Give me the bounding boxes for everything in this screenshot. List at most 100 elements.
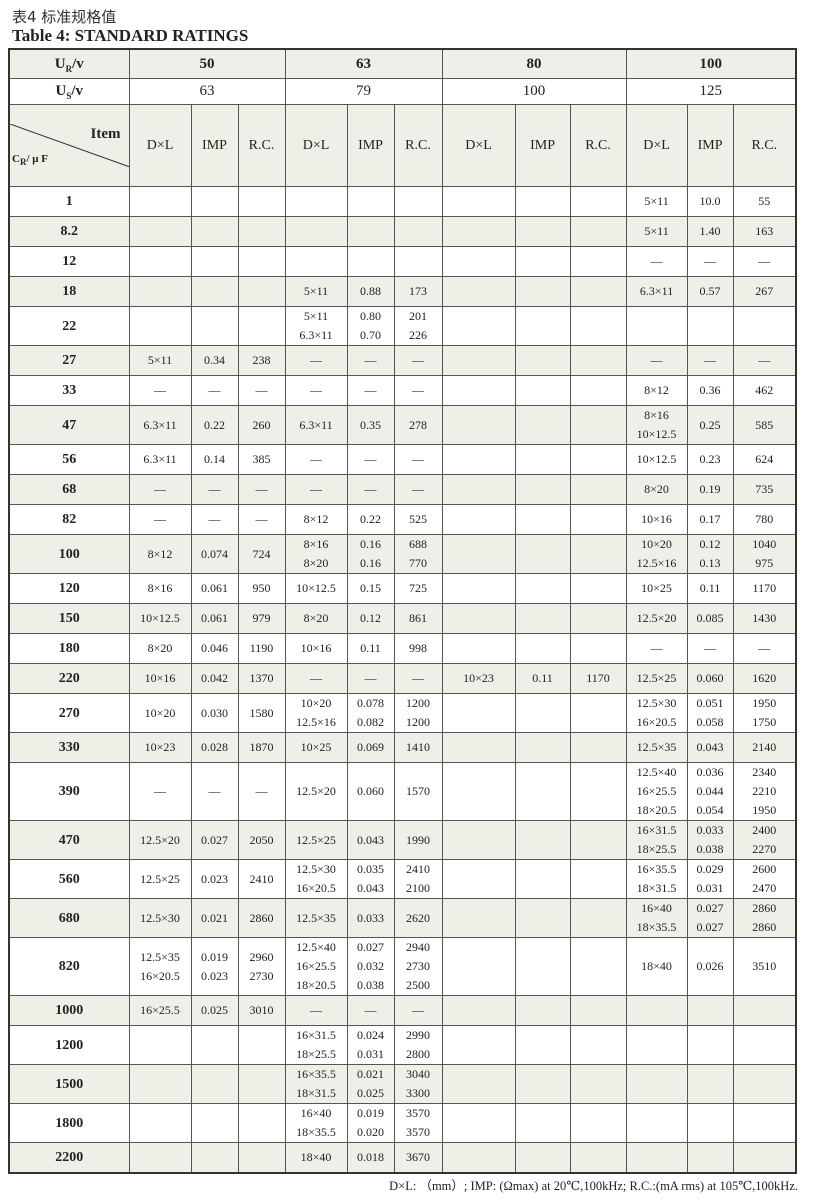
rc-cell: — xyxy=(237,762,286,821)
table-row: 27 5×11 0.34 238— — — — — — xyxy=(8,345,797,376)
rc-cell xyxy=(569,276,627,307)
dl-cell: 6.3×11 xyxy=(284,405,348,445)
imp-cell xyxy=(514,246,571,277)
rc-cell xyxy=(569,1064,627,1104)
dl-cell: 18×40 xyxy=(284,1142,348,1174)
rc-cell xyxy=(237,246,286,277)
dl-cell: 16×40 18×35.5 xyxy=(625,898,688,938)
rc-cell xyxy=(569,186,627,217)
col-header-rc: R.C. xyxy=(237,104,286,187)
imp-cell: 0.046 xyxy=(190,633,239,664)
imp-cell xyxy=(514,534,571,574)
rc-cell xyxy=(237,216,286,247)
dl-cell: 8×16 8×20 xyxy=(284,534,348,574)
rc-cell: 585 xyxy=(732,405,797,445)
imp-cell: — xyxy=(346,345,395,376)
capacitance-cell: 1200 xyxy=(8,1025,130,1065)
dl-cell: 10×12.5 xyxy=(284,573,348,604)
rc-cell: 278 xyxy=(393,405,443,445)
rc-cell xyxy=(569,534,627,574)
dl-cell: 10×16 xyxy=(284,633,348,664)
rc-cell xyxy=(569,603,627,634)
imp-cell xyxy=(190,1103,239,1143)
table-row: 330 10×23 0.028 1870 10×25 0.069 1410 12.5×35 0.… xyxy=(8,732,797,763)
rc-cell: 624 xyxy=(732,444,797,475)
dl-cell: 10×25 xyxy=(284,732,348,763)
ur-100: 100 xyxy=(625,48,797,79)
rc-cell xyxy=(237,306,286,346)
imp-cell: 0.57 xyxy=(686,276,734,307)
imp-cell xyxy=(514,504,571,535)
dl-cell: 16×40 18×35.5 xyxy=(284,1103,348,1143)
col-header-dl: D×L xyxy=(128,104,192,187)
table-row: 1500 16×35.5 18×31.5 0.021 0.025 3040 3300 xyxy=(8,1064,797,1104)
dl-cell: — xyxy=(128,504,192,535)
imp-cell xyxy=(686,995,734,1026)
imp-cell xyxy=(514,573,571,604)
dl-cell: 12.5×40 16×25.5 18×20.5 xyxy=(284,937,348,996)
dl-cell xyxy=(441,345,516,376)
rc-cell: 2340 2210 1950 xyxy=(732,762,797,821)
dl-cell xyxy=(128,186,192,217)
surge-voltage-row: US/v 63 79 100 125 xyxy=(8,78,797,105)
dl-cell xyxy=(441,276,516,307)
imp-cell: 0.16 0.16 xyxy=(346,534,395,574)
rc-cell: 1200 1200 xyxy=(393,693,443,733)
dl-cell: 16×31.5 18×25.5 xyxy=(625,820,688,860)
dl-cell xyxy=(441,246,516,277)
dl-cell: — xyxy=(625,246,688,277)
dl-cell: 5×11 xyxy=(625,186,688,217)
table-row: 680 12.5×30 0.021 2860 12.5×35 0.033 2620 16×40… xyxy=(8,898,797,938)
rc-cell: — xyxy=(393,663,443,694)
imp-cell: 0.085 xyxy=(686,603,734,634)
dl-cell: 12.5×35 xyxy=(284,898,348,938)
rc-cell xyxy=(237,186,286,217)
rc-cell: — xyxy=(732,246,797,277)
imp-cell xyxy=(514,820,571,860)
dl-cell: 12.5×20 xyxy=(625,603,688,634)
rc-cell xyxy=(732,306,797,346)
dl-cell: 18×40 xyxy=(625,937,688,996)
imp-cell xyxy=(514,345,571,376)
imp-cell: 0.14 xyxy=(190,444,239,475)
imp-cell: 10.0 xyxy=(686,186,734,217)
capacitance-cell: 68 xyxy=(8,474,130,505)
rc-cell: 173 xyxy=(393,276,443,307)
dl-cell: 5×11 xyxy=(128,345,192,376)
imp-cell xyxy=(514,1025,571,1065)
dl-cell: 12.5×40 16×25.5 18×20.5 xyxy=(625,762,688,821)
col-header-imp: IMP xyxy=(190,104,239,187)
imp-cell: 0.030 xyxy=(190,693,239,733)
item-label: Item xyxy=(90,126,121,142)
table-row: 68— — — — — —8×20 0.19 735 xyxy=(8,474,797,505)
imp-cell xyxy=(190,276,239,307)
imp-cell: 0.018 xyxy=(346,1142,395,1174)
table-row: 270 10×20 0.030 1580 10×20 12.5×16 0.078 0.08… xyxy=(8,693,797,733)
dl-cell: 12.5×25 xyxy=(128,859,192,899)
rc-cell: 3670 xyxy=(393,1142,443,1174)
rc-cell: — xyxy=(237,474,286,505)
col-header-dl: D×L xyxy=(625,104,688,187)
rc-cell: 2620 xyxy=(393,898,443,938)
dl-cell xyxy=(625,1142,688,1174)
table-row: 1000 16×25.5 0.025 3010— — — xyxy=(8,995,797,1026)
dl-cell: 8×12 xyxy=(128,534,192,574)
rc-cell xyxy=(237,1064,286,1104)
rc-cell: 688 770 xyxy=(393,534,443,574)
title-chinese: 表4 标准规格值 xyxy=(12,8,117,26)
dl-cell: 12.5×30 16×20.5 xyxy=(284,859,348,899)
rc-cell: 1570 xyxy=(393,762,443,821)
imp-cell xyxy=(514,1064,571,1104)
dl-cell: — xyxy=(128,474,192,505)
rc-cell xyxy=(732,1142,797,1174)
imp-cell xyxy=(686,306,734,346)
standard-ratings-table: UR/v 50 63 80 100 US/v 63 79 100 125 Ite… xyxy=(8,48,798,1174)
rc-cell xyxy=(569,762,627,821)
imp-cell xyxy=(514,859,571,899)
imp-cell xyxy=(686,1025,734,1065)
dl-cell: 6.3×11 xyxy=(625,276,688,307)
rc-cell xyxy=(569,306,627,346)
dl-cell xyxy=(128,276,192,307)
dl-cell: 12.5×30 16×20.5 xyxy=(625,693,688,733)
rc-cell: 201 226 xyxy=(393,306,443,346)
